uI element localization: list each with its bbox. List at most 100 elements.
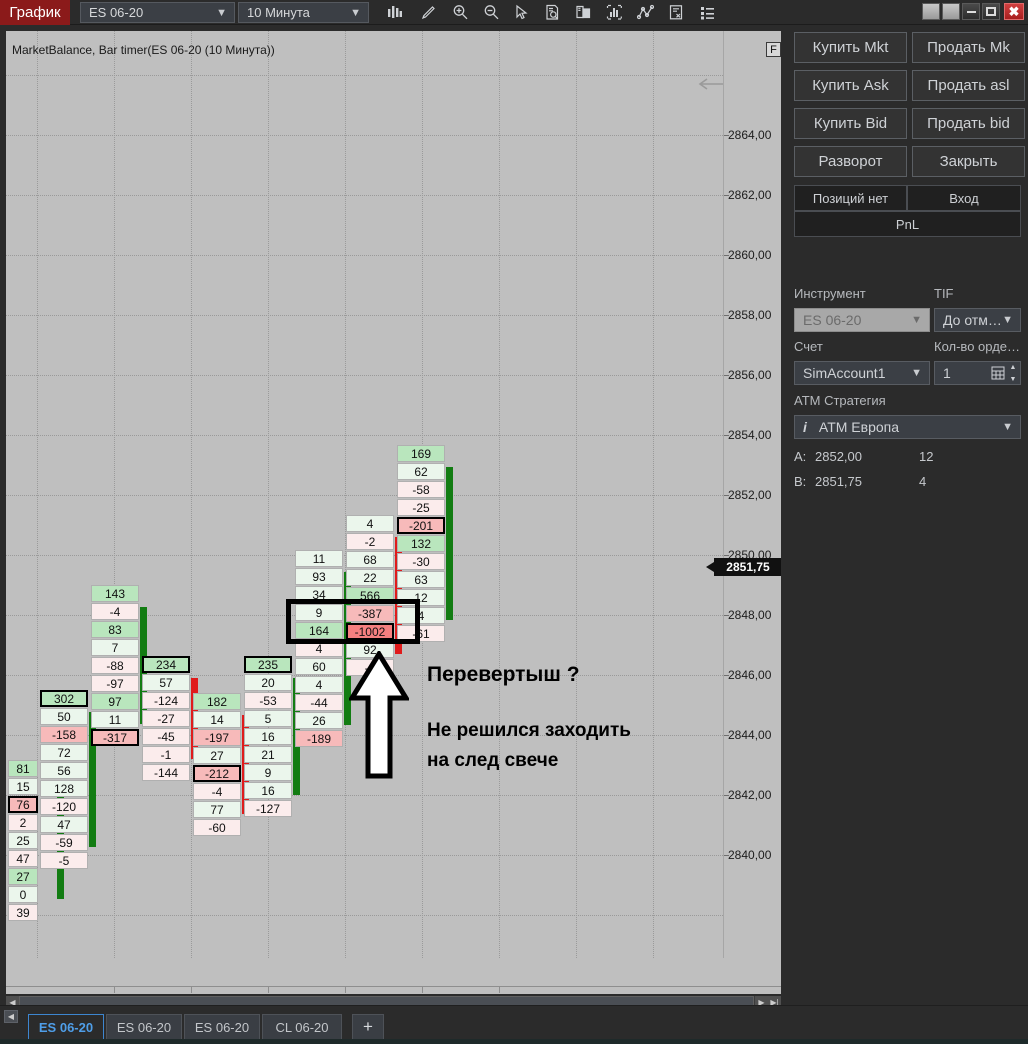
footprint-cell[interactable]: 16 <box>244 728 292 745</box>
buy-market-button[interactable]: Купить Mkt <box>794 32 907 63</box>
sell-bid-button[interactable]: Продать bid <box>912 108 1025 139</box>
footprint-cell[interactable]: 132 <box>397 535 445 552</box>
footprint-cell[interactable]: 39 <box>8 904 38 921</box>
footprint-cell[interactable]: 11 <box>91 711 139 728</box>
footprint-cell[interactable]: 63 <box>397 571 445 588</box>
window-restore-button-1[interactable] <box>922 3 940 20</box>
footprint-cell[interactable]: -88 <box>91 657 139 674</box>
list-icon[interactable] <box>697 3 717 22</box>
footprint-cell[interactable]: 164 <box>295 622 343 639</box>
footprint-cell[interactable]: 57 <box>142 674 190 691</box>
footprint-cell[interactable]: -59 <box>40 834 88 851</box>
footprint-cell[interactable]: 302 <box>40 690 88 707</box>
zoom-in-icon[interactable] <box>450 3 470 22</box>
footprint-cell[interactable]: -30 <box>397 553 445 570</box>
footprint-cell[interactable]: -158 <box>40 726 88 743</box>
quantity-spinner[interactable]: ▲ ▼ <box>1008 364 1018 383</box>
window-close-button[interactable]: ✖ <box>1004 3 1024 20</box>
pnl-field[interactable]: PnL <box>794 211 1021 237</box>
data-series-icon[interactable] <box>604 3 624 22</box>
footprint-cell[interactable]: 26 <box>295 712 343 729</box>
quantity-stepper[interactable]: 1 ▲ ▼ <box>934 361 1021 385</box>
time-axis[interactable]: 08:1508:3008:4509:0009:1509:30 <box>6 986 781 994</box>
footprint-cell[interactable]: 47 <box>40 816 88 833</box>
footprint-cell[interactable]: 234 <box>142 656 190 673</box>
footprint-cell[interactable]: 22 <box>346 569 394 586</box>
chart-canvas[interactable]: 81 15 76 2 25 47 27 0 39 302 50 -158 72 56 128 -120 47 -5… <box>6 31 781 994</box>
workspace-tab[interactable]: CL 06-20 <box>262 1014 342 1040</box>
footprint-cell[interactable]: 21 <box>244 746 292 763</box>
account-dropdown[interactable]: SimAccount1 ▼ <box>794 361 930 385</box>
reverse-button[interactable]: Разворот <box>794 146 907 177</box>
buy-ask-button[interactable]: Купить Ask <box>794 70 907 101</box>
chart-plot-area[interactable]: 81 15 76 2 25 47 27 0 39 302 50 -158 72 56 128 -120 47 -5… <box>6 31 723 958</box>
price-axis[interactable]: 2864,00 2862,00 2860,00 2858,00 2856,00 2854,… <box>706 31 781 958</box>
window-restore-button-2[interactable] <box>942 3 960 20</box>
footprint-cell[interactable]: 72 <box>40 744 88 761</box>
footprint-cell[interactable]: 56 <box>40 762 88 779</box>
footprint-cell[interactable]: 5 <box>244 710 292 727</box>
tif-dropdown[interactable]: До отм… ▼ <box>934 308 1021 332</box>
footprint-cell[interactable]: -120 <box>40 798 88 815</box>
footprint-cell[interactable]: 68 <box>346 551 394 568</box>
workspace-tab[interactable]: ES 06-20 <box>184 1014 260 1040</box>
sell-ask-button[interactable]: Продать asl <box>912 70 1025 101</box>
buy-bid-button[interactable]: Купить Bid <box>794 108 907 139</box>
cursor-arrow-icon[interactable] <box>511 3 531 22</box>
footprint-cell[interactable]: 4 <box>295 676 343 693</box>
footprint-cell[interactable]: 77 <box>193 801 241 818</box>
close-button[interactable]: Закрыть <box>912 146 1025 177</box>
footprint-cell[interactable]: 235 <box>244 656 292 673</box>
footprint-cell[interactable]: -45 <box>142 728 190 745</box>
tabbar-scroll-left-button[interactable]: ◀ <box>4 1010 18 1023</box>
footprint-cell[interactable]: 11 <box>295 550 343 567</box>
atm-strategy-dropdown[interactable]: i ATM Европа ▼ <box>794 415 1021 439</box>
footprint-cell[interactable]: -127 <box>244 800 292 817</box>
footprint-cell[interactable]: -60 <box>193 819 241 836</box>
footprint-cell[interactable]: -4 <box>91 603 139 620</box>
footprint-cell[interactable]: -58 <box>397 481 445 498</box>
workspace-tab-active[interactable]: ES 06-20 <box>28 1014 104 1040</box>
footprint-cell[interactable]: 9 <box>244 764 292 781</box>
footprint-cell[interactable]: 27 <box>8 868 38 885</box>
footprint-cell[interactable]: 169 <box>397 445 445 462</box>
footprint-cell[interactable]: 25 <box>8 832 38 849</box>
indicator-icon[interactable] <box>573 3 593 22</box>
pencil-icon[interactable] <box>418 3 438 22</box>
workspace-tab[interactable]: ES 06-20 <box>106 1014 182 1040</box>
footprint-cell[interactable]: -197 <box>193 729 241 746</box>
add-tab-button[interactable]: + <box>352 1014 384 1040</box>
footprint-cell[interactable]: 0 <box>8 886 38 903</box>
footprint-cell[interactable]: 62 <box>397 463 445 480</box>
properties-icon[interactable] <box>666 3 686 22</box>
footprint-cell[interactable]: 60 <box>295 658 343 675</box>
footprint-cell[interactable]: 15 <box>8 778 38 795</box>
window-minimize-button[interactable] <box>962 3 980 20</box>
entry-field[interactable]: Вход <box>907 185 1021 211</box>
footprint-cell[interactable]: 83 <box>91 621 139 638</box>
bar-chart-icon[interactable] <box>385 3 405 22</box>
instrument-selector[interactable]: ES 06-20 ▼ <box>80 2 235 23</box>
footprint-cell[interactable]: 9 <box>295 604 343 621</box>
line-chart-icon[interactable] <box>635 3 655 22</box>
footprint-cell[interactable]: -44 <box>295 694 343 711</box>
footprint-cell[interactable]: -317 <box>91 729 139 746</box>
footprint-cell[interactable]: 20 <box>244 674 292 691</box>
footprint-cell[interactable]: 50 <box>40 708 88 725</box>
instrument-dropdown[interactable]: ES 06-20 ▼ <box>794 308 930 332</box>
footprint-cell[interactable]: 4 <box>397 607 445 624</box>
zoom-out-icon[interactable] <box>481 3 501 22</box>
document-search-icon[interactable] <box>542 3 562 22</box>
footprint-cell[interactable]: 2 <box>8 814 38 831</box>
footprint-cell[interactable]: 27 <box>193 747 241 764</box>
footprint-cell[interactable]: -212 <box>193 765 241 782</box>
position-status-badge[interactable]: Позиций нет <box>794 185 907 211</box>
footprint-cell[interactable]: 47 <box>8 850 38 867</box>
footprint-cell[interactable]: 93 <box>295 568 343 585</box>
sell-market-button[interactable]: Продать Mk <box>912 32 1025 63</box>
footprint-cell[interactable]: 182 <box>193 693 241 710</box>
footprint-cell[interactable]: 16 <box>244 782 292 799</box>
footprint-cell[interactable]: -5 <box>40 852 88 869</box>
footprint-cell[interactable]: 4 <box>346 515 394 532</box>
footprint-cell[interactable]: 128 <box>40 780 88 797</box>
